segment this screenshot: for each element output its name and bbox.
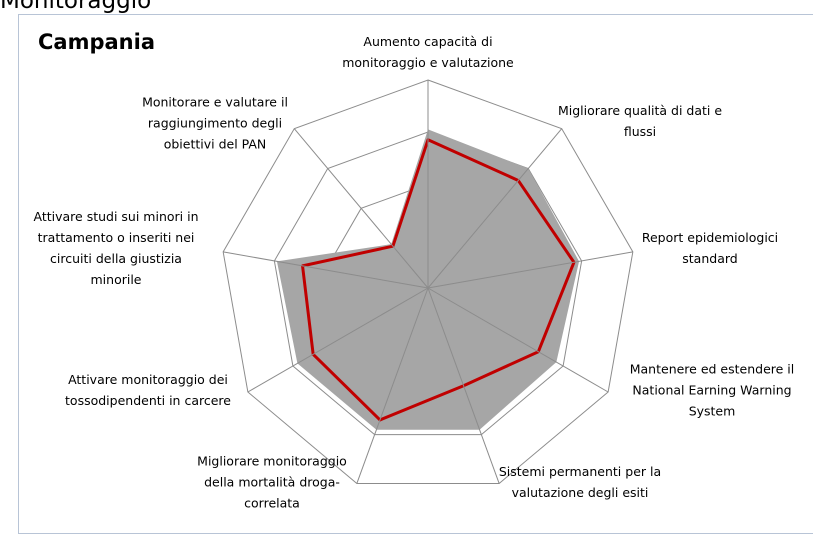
spoke [223, 251, 429, 289]
chart-title: Campania [38, 30, 155, 54]
page-heading: Monitoraggio [0, 0, 152, 14]
chart [222, 79, 634, 484]
spoke [427, 287, 609, 393]
axis-label: Attivare studi sui minori in trattamento… [33, 209, 199, 287]
spoke [427, 287, 500, 484]
grid-ring [222, 79, 634, 484]
axis-label: Migliorare qualità di dati e flussi [557, 103, 723, 139]
spoke [427, 128, 563, 289]
axis-label: Attivare monitoraggio dei tossodipendent… [65, 372, 231, 408]
line [301, 138, 576, 422]
axis-label: Monitorare e valutare il raggiungimento … [142, 94, 288, 152]
axis-label: Aumento capacità di monitoraggio e valut… [342, 34, 514, 70]
axis-label: Migliorare monitoraggio della mortalità … [197, 453, 347, 511]
spoke [247, 287, 429, 393]
spoke [356, 287, 429, 484]
axis-label: Sistemi permanenti per la valutazione de… [498, 464, 662, 500]
axis-label: Mantenere ed estendere il National Earni… [629, 361, 795, 419]
spoke [293, 128, 429, 289]
axis-label: Report epidemiologici standard [641, 230, 779, 266]
grid-ring [273, 131, 583, 436]
spoke [427, 251, 633, 289]
